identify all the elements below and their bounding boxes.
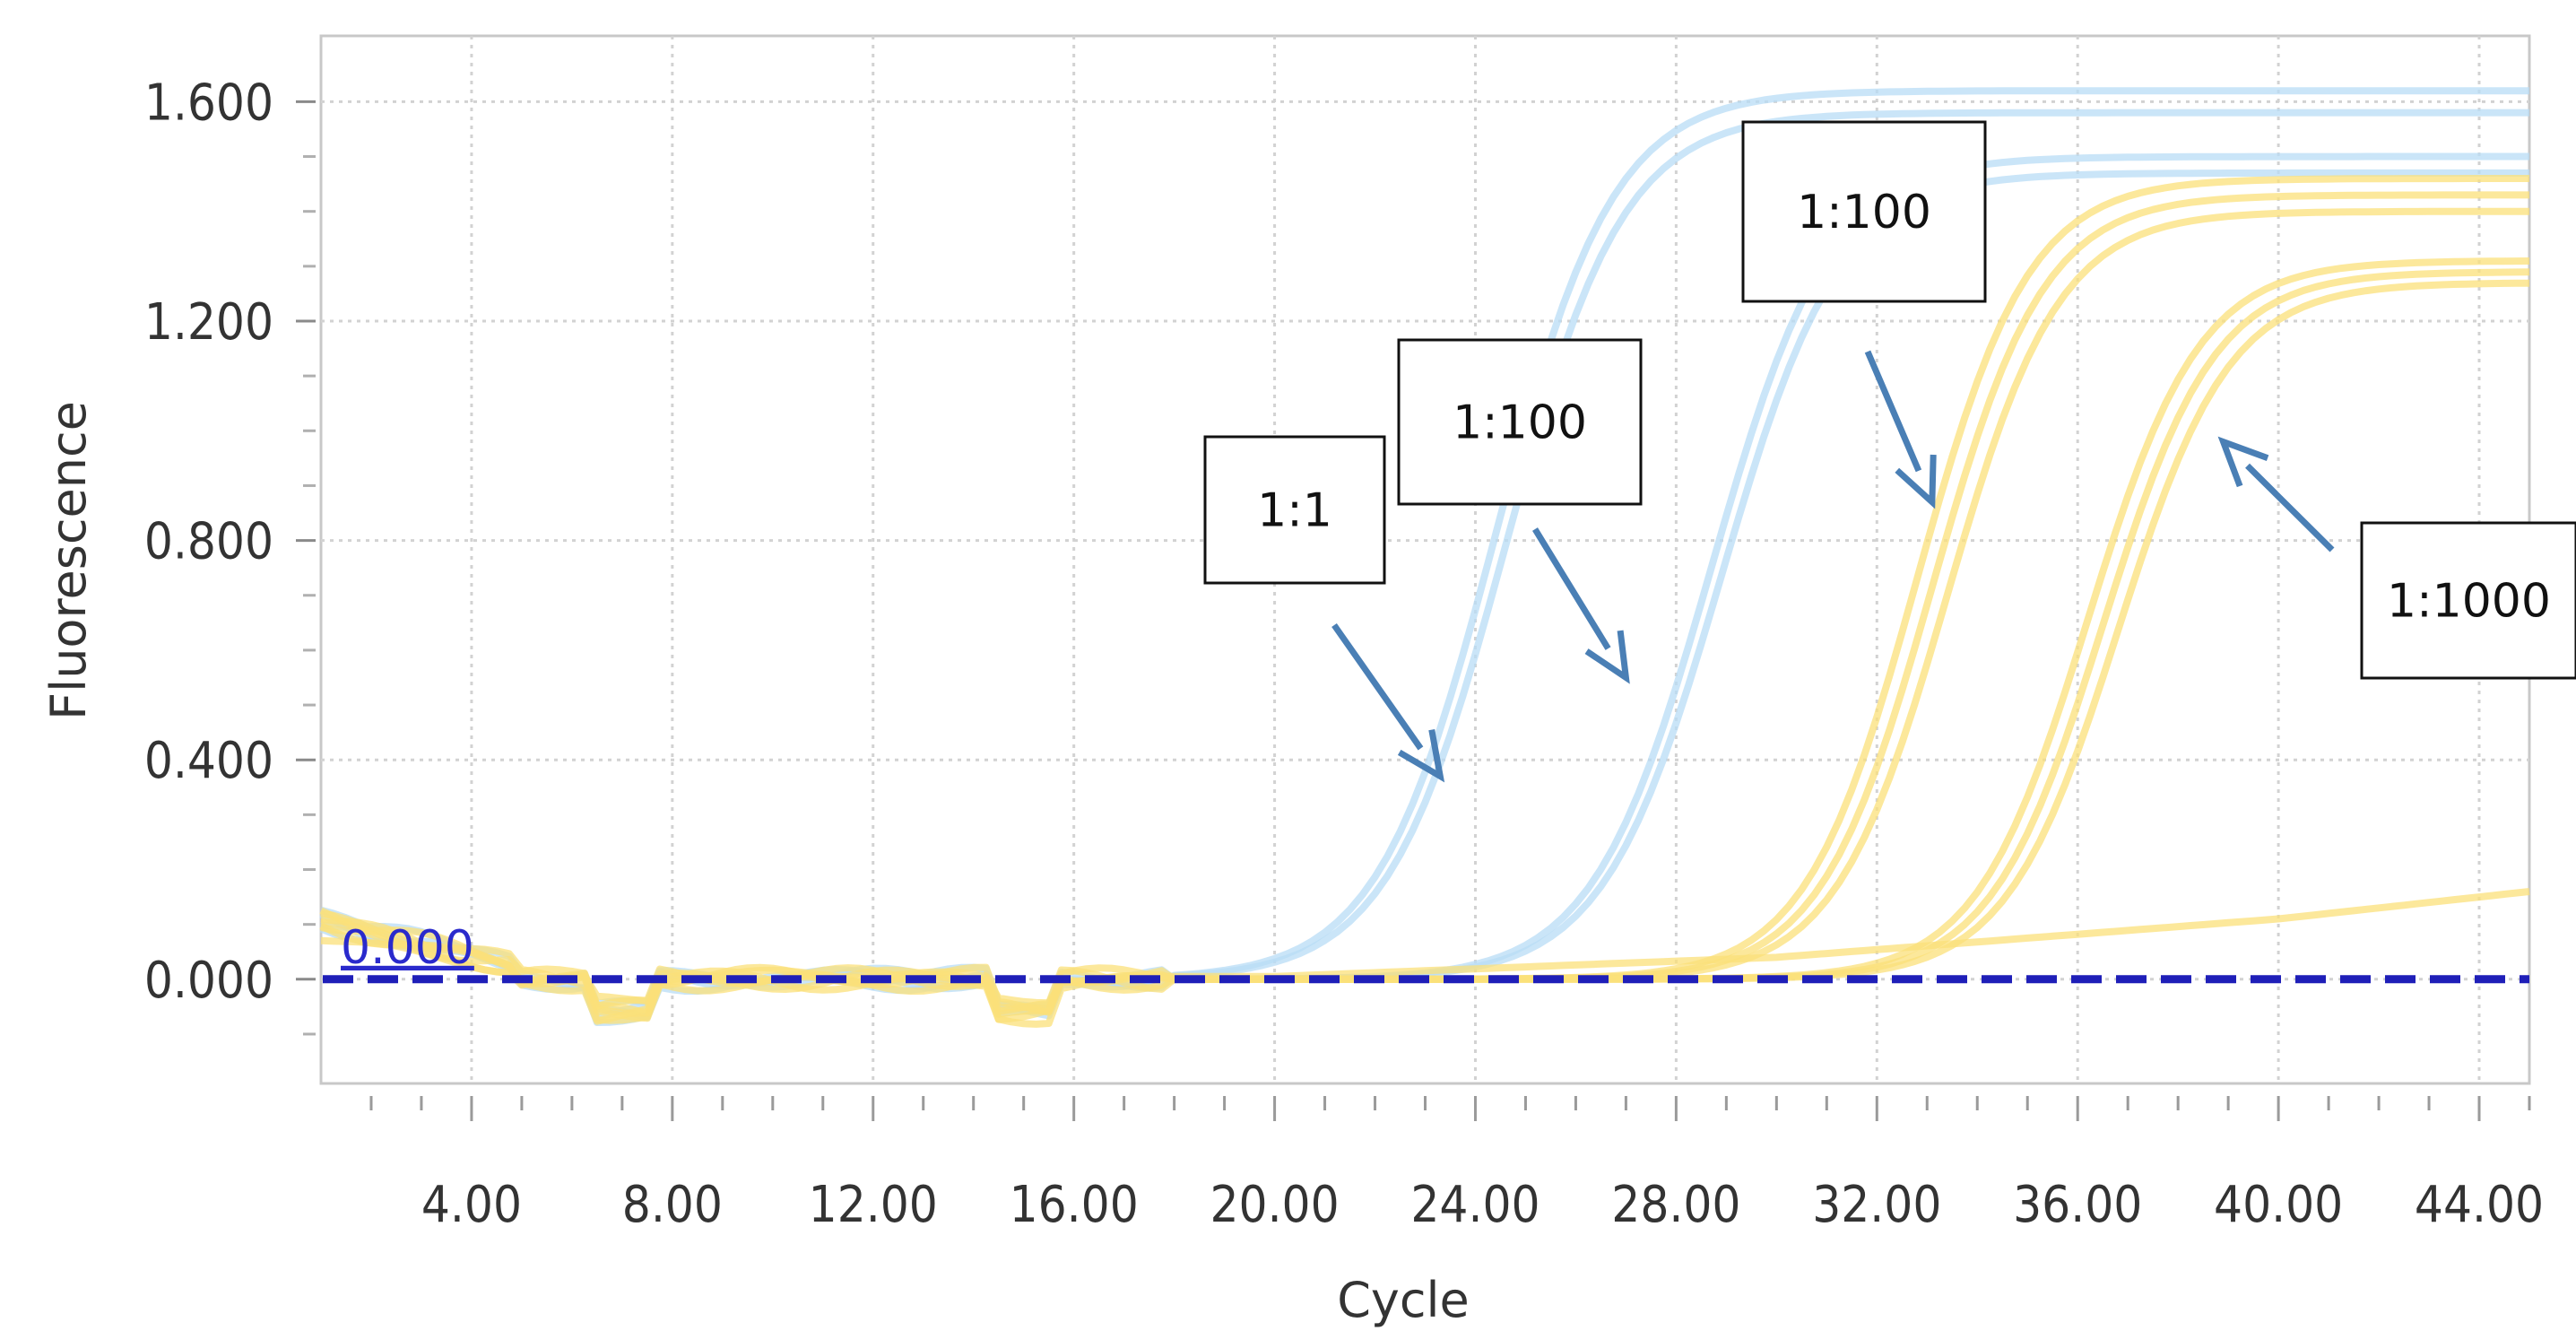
- y-tick-label: 0.000: [144, 952, 273, 1010]
- x-tick-label: 36.00: [2013, 1176, 2142, 1234]
- y-tick-label: 1.200: [144, 293, 273, 352]
- annotation-label: 1:100: [1797, 186, 1931, 239]
- annotation-label: 1:1000: [2387, 575, 2551, 629]
- annotation-label: 1:100: [1453, 396, 1587, 450]
- annotation-arrow-shaft: [1532, 527, 1611, 650]
- x-tick-label: 20.00: [1210, 1176, 1339, 1234]
- x-tick-label: 44.00: [2415, 1176, 2544, 1234]
- threshold-label: 0.000: [341, 921, 474, 975]
- x-tick-label: 28.00: [1611, 1176, 1740, 1234]
- annotation-box: [2360, 521, 2576, 680]
- annotation-2: 1:100: [1741, 120, 1987, 509]
- annotation-arrow-shaft: [1331, 622, 1424, 751]
- x-tick-label: 16.00: [1010, 1176, 1139, 1234]
- x-tick-label: 40.00: [2214, 1176, 2343, 1234]
- annotation-box: [1397, 338, 1643, 506]
- annotation-arrow-head: [2217, 436, 2269, 488]
- annotation-arrow-head: [1397, 728, 1445, 783]
- x-tick-label: 4.00: [421, 1176, 522, 1234]
- annotation-layer: 1:1 1:100 1:100 1:1000: [1203, 120, 2576, 783]
- y-tick-label: 0.800: [144, 513, 273, 571]
- y-tick-label: 1.600: [144, 74, 273, 132]
- annotation-arrow-shaft: [2245, 463, 2335, 552]
- annotation-1: 1:100: [1397, 338, 1643, 684]
- threshold-layer: 0.000: [323, 921, 2529, 984]
- x-tick-label: 24.00: [1410, 1176, 1540, 1234]
- annotation-arrow-head: [1584, 630, 1630, 684]
- annotation-arrow-shaft: [1864, 350, 1922, 473]
- annotation-3: 1:1000: [2217, 436, 2576, 680]
- annotation-0: 1:1: [1203, 435, 1445, 783]
- y-tick-label: 0.400: [144, 732, 273, 790]
- x-tick-label: 8.00: [622, 1176, 723, 1234]
- annotation-arrow-head: [1895, 454, 1937, 509]
- annotation-box: [1203, 435, 1386, 585]
- x-tick-label: 32.00: [1812, 1176, 1941, 1234]
- y-axis-title: Fluorescence: [40, 401, 97, 720]
- x-tick-label: 12.00: [809, 1176, 938, 1234]
- axis-layer: 4.00 8.00 12.00 16.00 20.00 24.00 28.00 32.00 36…: [144, 74, 2544, 1234]
- annotation-label: 1:1: [1257, 484, 1332, 538]
- x-axis-title: Cycle: [1337, 1272, 1470, 1328]
- annotation-box: [1741, 120, 1987, 303]
